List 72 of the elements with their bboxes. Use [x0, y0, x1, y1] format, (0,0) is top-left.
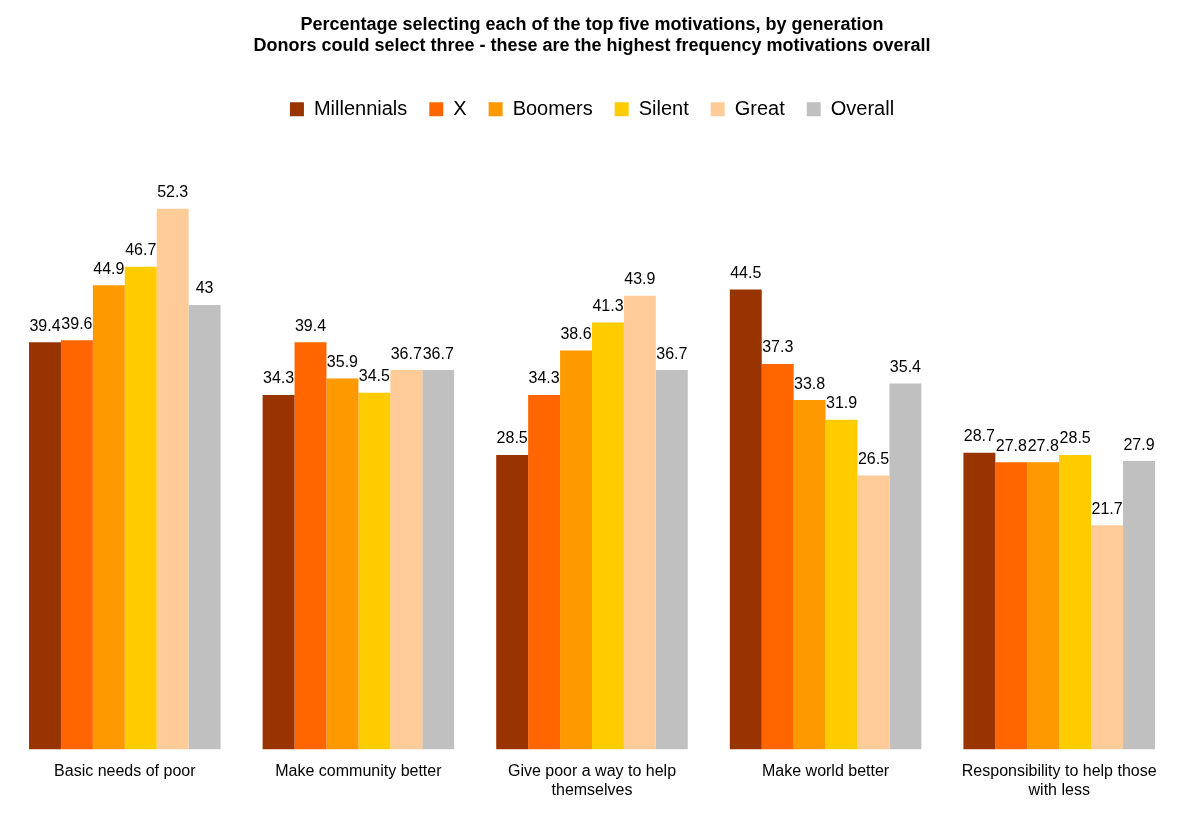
- data-label: 34.5: [358, 367, 391, 385]
- bar: [1027, 462, 1060, 750]
- legend-label: X: [453, 96, 467, 119]
- data-label: 39.6: [61, 314, 93, 332]
- x-tick-label: Give poor a way to help themselves: [507, 761, 677, 798]
- data-label: 36.7: [390, 344, 422, 362]
- bar: [422, 370, 455, 750]
- x-tick-label: Responsibility to help those with less: [961, 761, 1157, 798]
- bar: [857, 475, 890, 750]
- data-label: 34.3: [263, 369, 295, 387]
- data-label: 35.9: [326, 352, 359, 370]
- data-label: 52.3: [157, 183, 189, 201]
- data-label: 27.8: [1027, 436, 1059, 454]
- bar: [29, 342, 61, 750]
- data-label: 36.7: [656, 344, 688, 362]
- data-label: 21.7: [1091, 499, 1123, 517]
- bar: [1059, 454, 1092, 750]
- data-label: 44.9: [93, 259, 125, 277]
- bar: [156, 208, 189, 750]
- bar: [92, 285, 125, 750]
- bar: [761, 363, 794, 750]
- data-label: 46.7: [125, 241, 157, 259]
- bar: [60, 340, 93, 750]
- legend-label: Boomers: [512, 96, 593, 119]
- data-label: 41.3: [592, 296, 624, 314]
- data-label: 38.6: [560, 324, 592, 342]
- data-label: 28.5: [496, 429, 528, 447]
- data-label: 44.5: [730, 263, 762, 281]
- bar: [793, 400, 826, 750]
- data-label: 34.3: [528, 369, 560, 387]
- data-label: 43: [195, 279, 214, 297]
- bar: [655, 370, 688, 750]
- data-label: 43.9: [624, 270, 656, 288]
- bar: [592, 322, 624, 750]
- bar: [560, 350, 592, 750]
- bar: [390, 370, 423, 750]
- data-label: 27.8: [995, 436, 1027, 454]
- legend-label: Silent: [638, 96, 690, 119]
- bar: [188, 304, 221, 750]
- legend-label: Great: [734, 96, 786, 119]
- data-label: 31.9: [825, 394, 858, 412]
- x-tick-label: Make world better: [762, 761, 890, 779]
- bar: [623, 295, 656, 750]
- data-label: 36.7: [422, 344, 454, 362]
- bar: [729, 289, 762, 750]
- chart-title: Percentage selecting each of the top five motivations, by generation Donors could select three - these are the highest frequency motivations overall: [253, 13, 931, 56]
- data-label: 27.9: [1123, 435, 1155, 453]
- x-tick-label: Make community better: [275, 761, 443, 779]
- bar: [963, 452, 996, 750]
- bar: [825, 419, 858, 750]
- legend-label: Millennials: [313, 96, 408, 119]
- data-label: 39.4: [294, 316, 327, 334]
- data-label: 35.4: [889, 357, 922, 375]
- bar: [995, 462, 1028, 750]
- bar: [1123, 461, 1155, 750]
- bar: [1091, 525, 1124, 750]
- data-label: 39.4: [29, 316, 61, 334]
- data-label: 26.5: [857, 450, 890, 467]
- data-label: 28.5: [1059, 429, 1091, 447]
- bar: [326, 378, 359, 750]
- bar: [294, 342, 327, 750]
- legend-label: Overall: [830, 96, 895, 119]
- bar: [528, 394, 561, 750]
- data-label: 33.8: [794, 374, 826, 392]
- bar: [124, 266, 157, 750]
- bar: [358, 392, 391, 750]
- data-label: 28.7: [963, 427, 996, 445]
- bar: [262, 394, 295, 750]
- data-label: 37.3: [762, 338, 794, 356]
- x-tick-label: Basic needs of poor: [54, 761, 197, 779]
- bar: [889, 383, 922, 750]
- bar: [496, 454, 529, 750]
